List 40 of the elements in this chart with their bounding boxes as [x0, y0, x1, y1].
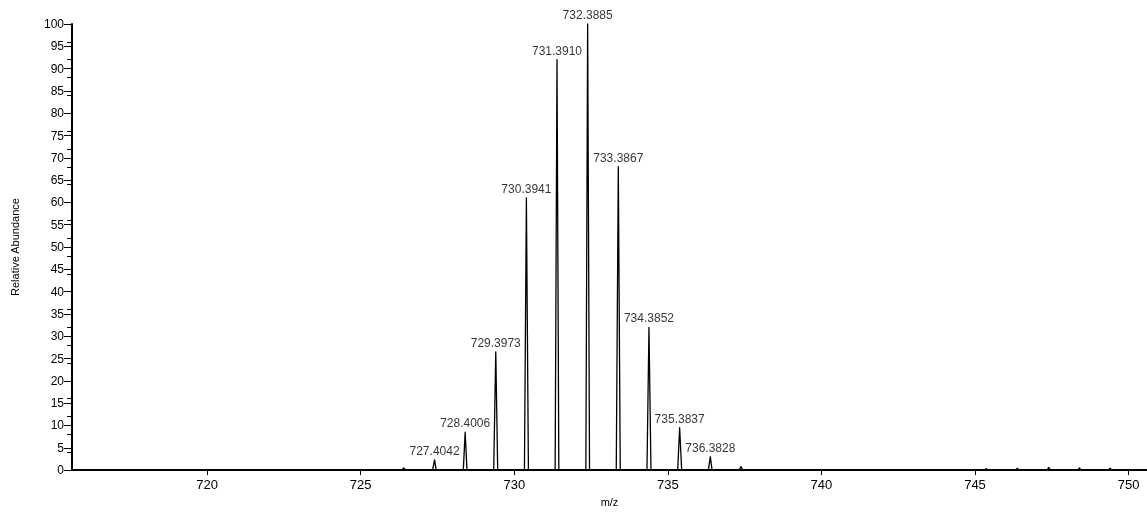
- y-tick-label: 80: [50, 106, 65, 121]
- x-tick-label: 720: [196, 477, 218, 493]
- y-tick-label: 45: [50, 262, 65, 277]
- x-tick-label: 730: [503, 477, 526, 493]
- x-tick-label: 735: [657, 477, 679, 493]
- y-tick-label: 65: [50, 173, 65, 188]
- y-tick-label: 50: [50, 240, 65, 255]
- annotation: 730.3941: [501, 181, 552, 196]
- x-tick-label: 725: [349, 477, 372, 493]
- y-tick-label: 0: [57, 463, 65, 478]
- y-tick-label: 30: [50, 329, 65, 344]
- annotation: 731.3910: [531, 43, 583, 58]
- annotation: 729.3973: [470, 335, 522, 350]
- annotation: 728.4006: [440, 416, 491, 431]
- x-tick-label: 745: [964, 477, 986, 493]
- y-tick-label: 20: [50, 373, 65, 388]
- y-tick-label: 35: [50, 306, 65, 321]
- annotation: 727.4042: [409, 443, 460, 458]
- y-axis-title: Relative Abundance: [8, 198, 21, 296]
- annotation: 736.3828: [685, 440, 736, 455]
- y-tick-label: 70: [50, 150, 65, 165]
- y-tick-label: 90: [50, 61, 65, 76]
- y-tick-label: 5: [57, 440, 65, 455]
- x-tick-label: 750: [1117, 477, 1140, 493]
- annotation: 734.3852: [623, 311, 675, 326]
- y-tick-label: 75: [50, 128, 65, 143]
- y-tick-label: 85: [50, 83, 65, 98]
- x-axis-title: m/z: [600, 495, 619, 508]
- y-tick-label: 95: [50, 39, 65, 54]
- x-tick-label: 740: [810, 477, 833, 493]
- y-tick-label: 15: [50, 396, 65, 411]
- y-tick-label: 25: [50, 351, 65, 366]
- y-tick-label: 60: [50, 195, 65, 210]
- y-tick-label: 55: [50, 217, 65, 232]
- annotation: 732.3885: [562, 8, 613, 22]
- annotation: 735.3837: [654, 411, 705, 426]
- y-tick-label: 40: [50, 284, 65, 299]
- y-tick-label: 100: [43, 17, 65, 31]
- annotation: 733.3867: [593, 150, 644, 165]
- y-tick-label: 10: [50, 418, 65, 433]
